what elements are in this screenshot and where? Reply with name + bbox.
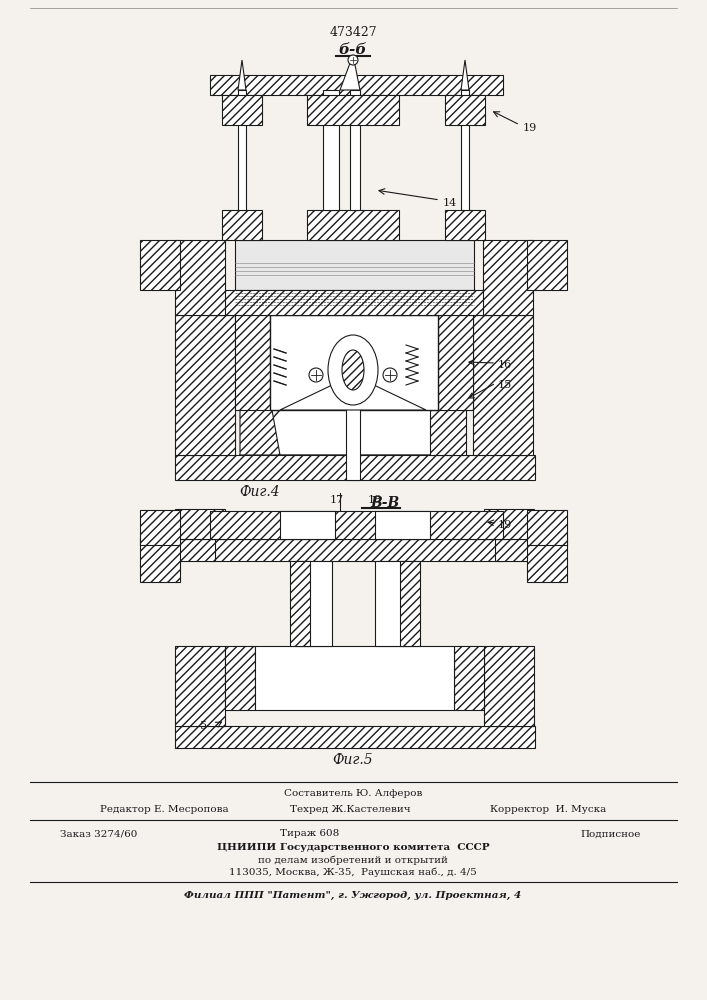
Bar [235,240,474,290]
Bar [175,539,215,561]
Text: Филиал ППП "Патент", г. Ужгород, ул. Проектная, 4: Филиал ППП "Патент", г. Ужгород, ул. Про… [185,890,522,900]
Text: Фиг.5: Фиг.5 [333,753,373,767]
Text: по делам изобретений и открытий: по делам изобретений и открытий [258,855,448,865]
Bar [210,290,503,315]
Text: 19: 19 [523,123,537,133]
Bar [461,90,469,210]
Bar [445,95,485,125]
Bar [484,509,534,539]
Bar [297,561,332,646]
Bar [222,210,262,240]
Text: Составитель Ю. Алферов: Составитель Ю. Алферов [284,790,422,798]
Ellipse shape [328,335,378,405]
Bar [222,95,262,125]
Bar [210,75,503,95]
Text: 473427: 473427 [329,25,377,38]
Text: Редактор Е. Месропова: Редактор Е. Месропова [100,806,228,814]
Ellipse shape [342,350,364,390]
Bar [495,539,535,561]
Bar [473,315,533,455]
Text: В-В: В-В [370,496,399,510]
Bar [483,240,533,315]
Bar [255,646,454,710]
Bar [375,561,410,646]
Text: 19: 19 [498,520,513,530]
Text: 17: 17 [330,495,344,505]
Text: Подписное: Подписное [580,830,641,838]
Text: ЦНИИПИ Государственного комитета  СССР: ЦНИИПИ Государственного комитета СССР [216,844,489,852]
Bar [140,537,180,582]
Bar [400,561,420,646]
Polygon shape [280,375,426,410]
Polygon shape [240,410,466,455]
Bar [290,561,310,646]
Bar [140,510,180,545]
Text: Тираж 608: Тираж 608 [281,830,339,838]
Circle shape [383,368,397,382]
Bar [210,511,503,539]
Bar [175,726,535,748]
Circle shape [309,368,323,382]
Bar [238,90,246,210]
Text: Фиг.4: Фиг.4 [240,485,280,499]
Polygon shape [340,55,360,90]
Bar [175,455,535,480]
Text: 5: 5 [200,721,207,731]
Bar [527,240,567,290]
Text: Техред Ж.Кастелевич: Техред Ж.Кастелевич [290,806,411,814]
Bar [346,405,360,480]
Bar [270,315,438,410]
Bar [438,315,473,410]
Bar [175,315,235,455]
Polygon shape [240,410,280,455]
Bar [527,510,567,545]
Text: Заказ 3274/60: Заказ 3274/60 [60,830,137,838]
Polygon shape [238,60,246,90]
Text: 16: 16 [498,360,513,370]
Bar [175,509,225,539]
Bar [210,539,503,561]
Circle shape [348,55,358,65]
Bar [527,537,567,582]
Bar [484,646,534,726]
Bar [225,646,255,710]
Text: Корректор  И. Муска: Корректор И. Муска [490,806,606,814]
Bar [307,95,399,125]
Bar [235,315,270,410]
Bar [280,511,335,539]
Bar [454,646,484,710]
Text: 14: 14 [443,198,457,208]
Text: 15: 15 [498,380,513,390]
Text: б-б: б-б [339,43,367,57]
Bar [350,90,360,210]
Bar [307,210,399,240]
Bar [323,90,339,210]
Text: 18: 18 [368,495,382,505]
Bar [140,240,180,290]
Bar [445,210,485,240]
Bar [175,646,225,726]
Polygon shape [461,60,469,90]
Text: 113035, Москва, Ж-35,  Раушская наб., д. 4/5: 113035, Москва, Ж-35, Раушская наб., д. … [229,867,477,877]
Bar [175,240,225,315]
Bar [375,511,430,539]
Polygon shape [430,410,466,455]
